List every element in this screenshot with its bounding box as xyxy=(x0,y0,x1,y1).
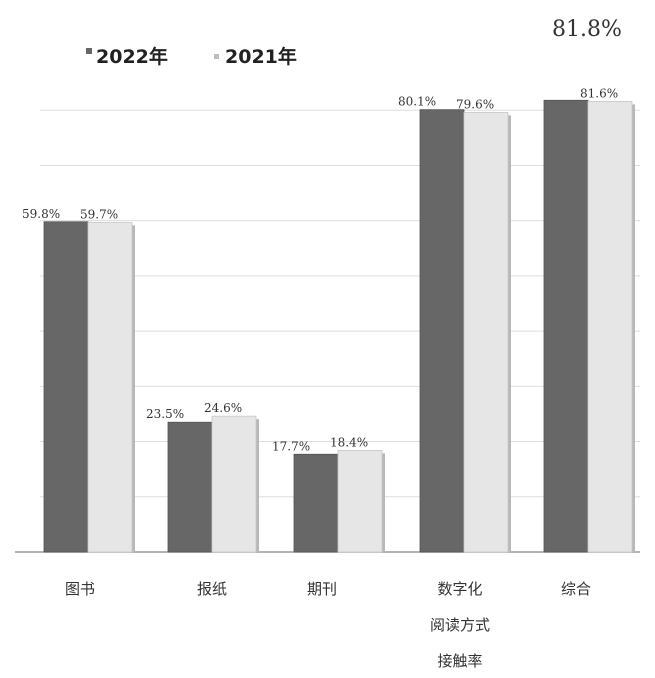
value-label-2021-1: 24.6% xyxy=(204,401,242,415)
legend-swatch-2022 xyxy=(86,48,92,54)
bar-2022-2 xyxy=(293,453,339,553)
bar-2021-2 xyxy=(337,449,383,553)
value-label-2022-3: 80.1% xyxy=(398,95,436,109)
category-label-0: 图书 xyxy=(65,580,95,598)
value-label-2021-2: 18.4% xyxy=(330,435,368,449)
bars xyxy=(43,99,635,553)
category-label-3: 阅读方式 xyxy=(430,616,490,634)
value-label-2021-3: 79.6% xyxy=(456,97,494,111)
bar-2022-3 xyxy=(419,109,465,553)
legend-label-2022: 2022年 xyxy=(96,45,168,68)
legend-label-2021: 2021年 xyxy=(225,45,297,68)
value-label-2021-0: 59.7% xyxy=(80,207,118,221)
value-label-2022-0: 59.8% xyxy=(22,207,60,221)
bar-shadow xyxy=(382,453,385,552)
bar-shadow xyxy=(256,419,259,552)
category-label-1: 报纸 xyxy=(197,580,227,598)
data-labels: 59.8% 23.5% 17.7% 80.1% 81.8% 59.7% 24.6% 18.4%… xyxy=(22,17,622,453)
value-label-2022-2: 17.7% xyxy=(272,439,310,453)
value-label-2022-4: 81.8% xyxy=(552,17,622,42)
bar-shadow xyxy=(508,115,511,552)
value-label-2022-1: 23.5% xyxy=(146,407,184,421)
category-label-2: 期刊 xyxy=(307,580,337,598)
category-label-3: 数字化 xyxy=(437,580,482,598)
bar-2022-1 xyxy=(167,421,213,553)
legend: 2022年 2021年 xyxy=(86,45,297,68)
legend-swatch-2021 xyxy=(214,54,219,59)
bar-2021-4 xyxy=(587,100,633,553)
category-label-4: 综合 xyxy=(561,580,591,598)
category-label-3: 接触率 xyxy=(437,652,482,670)
bar-2021-3 xyxy=(463,112,509,553)
bar-2021-1 xyxy=(211,415,257,553)
value-label-2021-4: 81.6% xyxy=(580,86,618,100)
bar-2022-0 xyxy=(43,221,89,553)
bar-2022-4 xyxy=(543,99,589,553)
bar-shadow xyxy=(132,225,135,552)
bar-shadow xyxy=(632,104,635,553)
bar-2021-0 xyxy=(87,221,133,553)
